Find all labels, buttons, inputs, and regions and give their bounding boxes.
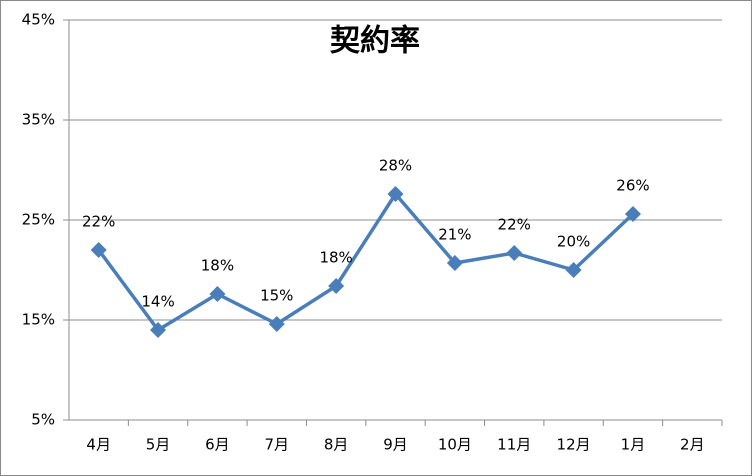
x-tick-label: 2月 — [680, 436, 705, 454]
data-label: 28% — [379, 157, 412, 175]
x-tick-label: 6月 — [205, 436, 230, 454]
data-point — [268, 316, 285, 332]
x-tick-label: 11月 — [497, 436, 531, 454]
data-point — [387, 186, 404, 202]
data-point — [624, 206, 641, 222]
x-tick-label: 10月 — [438, 436, 472, 454]
y-tick-label: 45% — [22, 11, 55, 29]
x-tick-label: 7月 — [264, 436, 289, 454]
data-point — [209, 286, 226, 302]
x-tick-label: 5月 — [146, 436, 171, 454]
x-tick-label: 9月 — [383, 436, 408, 454]
y-tick-label: 5% — [31, 411, 55, 429]
x-tick-label: 12月 — [557, 436, 591, 454]
data-point — [328, 278, 345, 294]
data-label: 22% — [82, 213, 115, 231]
data-point — [446, 255, 463, 271]
x-tick-label: 1月 — [621, 436, 646, 454]
chart-title: 契約率 — [330, 24, 420, 59]
data-point — [506, 245, 523, 261]
y-tick-label: 35% — [22, 111, 55, 129]
data-label: 18% — [319, 249, 352, 267]
x-tick-label: 8月 — [324, 436, 349, 454]
y-tick-label: 15% — [22, 311, 55, 329]
data-point — [150, 322, 167, 338]
y-tick-label: 25% — [22, 211, 55, 229]
data-label: 26% — [616, 177, 649, 195]
data-point — [90, 242, 107, 258]
data-label: 21% — [438, 226, 471, 244]
data-label: 18% — [201, 257, 234, 275]
data-label: 15% — [260, 287, 293, 305]
x-tick-label: 4月 — [86, 436, 111, 454]
data-point — [565, 262, 582, 278]
data-label: 22% — [498, 216, 531, 234]
data-label: 14% — [141, 293, 174, 311]
series-line — [97, 192, 635, 332]
data-label: 20% — [557, 233, 590, 251]
